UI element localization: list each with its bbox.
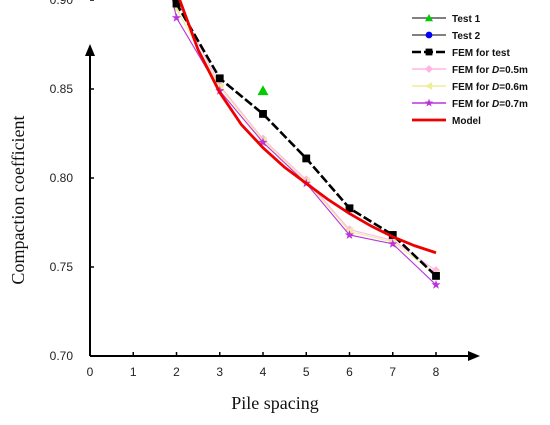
x-tick-label: 6	[346, 365, 353, 379]
data-point	[302, 154, 311, 163]
series-line	[178, 0, 437, 255]
data-point	[258, 137, 268, 147]
legend-marker	[425, 82, 433, 90]
legend-label: FEM for test	[452, 48, 510, 59]
data-point	[215, 74, 224, 83]
x-axis-arrow	[468, 351, 480, 361]
y-axis-title: Compaction coefficient	[8, 115, 28, 284]
data-point	[388, 231, 397, 239]
x-tick-label: 2	[173, 365, 180, 379]
legend-label: Model	[452, 116, 481, 127]
legend-entry: FEM for D=0.5m	[412, 65, 528, 76]
legend-entry: FEM for test	[412, 48, 510, 59]
legend-entry: Test 2	[412, 31, 481, 42]
data-point	[432, 271, 440, 280]
legend-label: FEM for D=0.6m	[452, 82, 528, 93]
x-tick-label: 0	[87, 365, 94, 379]
series-layer	[171, 0, 441, 289]
data-point	[171, 12, 182, 22]
x-axis-title: Pile spacing	[231, 393, 319, 413]
data-point	[257, 85, 269, 96]
series-7	[178, 0, 437, 255]
y-tick-label: 0.80	[50, 171, 74, 185]
series-line	[175, 0, 437, 272]
legend-marker	[425, 14, 433, 22]
y-axis-arrow	[85, 44, 95, 56]
series-6	[171, 0, 441, 289]
legend-label: Test 2	[452, 31, 481, 42]
data-point	[431, 266, 441, 275]
series-line	[172, 0, 437, 286]
legend-label: FEM for D=0.7m	[452, 99, 528, 110]
y-tick-label: 0.75	[50, 260, 74, 274]
data-point	[172, 0, 181, 8]
x-tick-label: 8	[433, 365, 440, 379]
legend-entry: Model	[412, 116, 481, 127]
legend: Test 1 Test 2 FEM for test FEM for D=0.5m FE…	[412, 14, 528, 127]
legend-marker	[424, 98, 434, 107]
data-point	[345, 204, 354, 213]
legend-entry: FEM for D=0.7m	[412, 98, 528, 110]
x-tick-label: 4	[260, 365, 267, 379]
data-point	[388, 239, 398, 248]
legend-label: Test 1	[452, 14, 481, 25]
legend-marker	[425, 65, 433, 73]
series-1	[257, 85, 269, 96]
legend-entry: FEM for D=0.6m	[412, 82, 528, 93]
legend-marker	[425, 48, 433, 56]
data-point	[259, 110, 267, 118]
series-3	[172, 0, 440, 280]
x-tick-label: 7	[389, 365, 396, 379]
legend-label: FEM for D=0.5m	[452, 65, 528, 76]
legend-marker	[425, 31, 433, 39]
series-line	[174, 0, 437, 277]
legend-entry: Test 1	[412, 14, 481, 25]
x-tick-label: 1	[130, 365, 137, 379]
y-tick-label: 0.70	[50, 349, 74, 363]
data-point	[344, 230, 355, 239]
x-tick-label: 5	[303, 365, 310, 379]
y-tick-label: 0.85	[50, 82, 74, 96]
x-tick-label: 3	[216, 365, 223, 379]
data-point	[431, 279, 441, 289]
y-tick-label: 0.90	[50, 0, 74, 7]
